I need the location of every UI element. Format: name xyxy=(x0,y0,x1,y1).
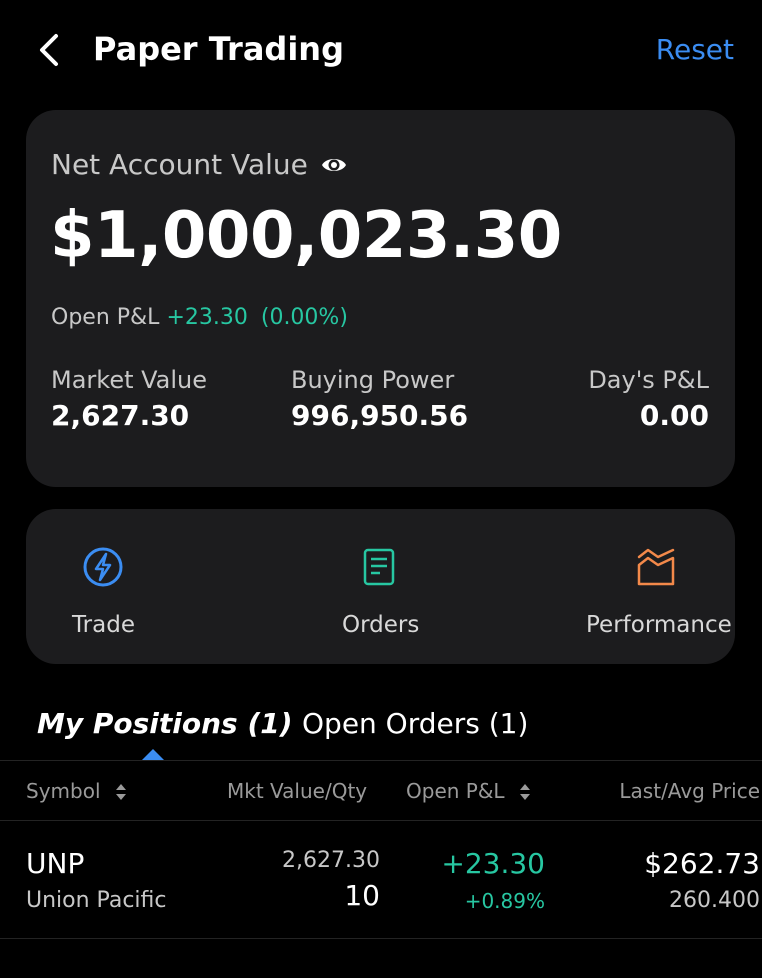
column-header-symbol[interactable]: Symbol xyxy=(26,776,127,806)
column-header-open-pl[interactable]: Open P&L xyxy=(406,776,531,806)
market-value: 2,627.30 xyxy=(51,399,190,432)
tab-open-orders[interactable]: Open Orders (1) xyxy=(302,707,529,740)
row-quantity: 10 xyxy=(344,879,380,912)
chevron-left-icon[interactable] xyxy=(34,30,64,70)
buying-power-label: Buying Power xyxy=(291,366,455,394)
chart-area-icon xyxy=(637,548,675,586)
header-divider xyxy=(0,820,762,821)
symbol-header-label: Symbol xyxy=(26,779,101,803)
account-summary-card: Net Account Value $1,000,023.30 Open P&L… xyxy=(26,110,735,487)
market-value-label: Market Value xyxy=(51,366,208,394)
trade-label: Trade xyxy=(72,612,135,638)
tabs-divider xyxy=(0,760,762,761)
performance-button[interactable]: Performance xyxy=(566,509,735,664)
open-pl-percent: (0.00%) xyxy=(260,305,348,330)
trade-button[interactable]: Trade xyxy=(26,509,181,664)
days-pl-stat: Day's P&L 0.00 xyxy=(588,364,709,436)
row-divider xyxy=(0,938,762,939)
sort-icon xyxy=(115,784,126,800)
active-tab-indicator-icon xyxy=(141,749,165,761)
row-avg-price: 260.400 xyxy=(669,888,760,913)
orders-label: Orders xyxy=(342,612,420,638)
row-last-price: $262.73 xyxy=(644,847,760,880)
column-header-mkt-value-qty[interactable]: Mkt Value/Qty xyxy=(227,779,368,803)
row-company-name: Union Pacific xyxy=(26,888,167,913)
column-header-last-avg-price[interactable]: Last/Avg Price xyxy=(619,779,760,803)
eye-icon[interactable] xyxy=(320,152,348,178)
open-pl-value: +23.30 xyxy=(166,305,248,330)
net-account-value: $1,000,023.30 xyxy=(50,199,562,273)
row-open-pl-percent: +0.89% xyxy=(464,889,545,913)
days-pl: 0.00 xyxy=(639,399,709,432)
document-icon xyxy=(363,548,395,586)
open-pl-row: Open P&L +23.30 (0.00%) xyxy=(51,303,348,333)
row-open-pl: +23.30 xyxy=(441,847,545,880)
quick-actions-card: Trade Orders Performance xyxy=(26,509,735,664)
open-pl-label: Open P&L xyxy=(51,305,160,330)
performance-label: Performance xyxy=(586,612,732,638)
reset-button[interactable]: Reset xyxy=(655,33,734,66)
open-pl-header-label: Open P&L xyxy=(406,779,505,803)
orders-button[interactable]: Orders xyxy=(303,509,458,664)
tab-my-positions[interactable]: My Positions (1) xyxy=(37,707,293,740)
buying-power-stat: Buying Power 996,950.56 xyxy=(291,364,468,436)
net-account-value-label: Net Account Value xyxy=(51,148,308,181)
days-pl-label: Day's P&L xyxy=(588,366,709,394)
sort-icon xyxy=(519,784,530,800)
page-title: Paper Trading xyxy=(93,30,344,68)
lightning-icon xyxy=(83,547,123,587)
row-symbol: UNP xyxy=(26,847,85,880)
buying-power: 996,950.56 xyxy=(291,399,469,432)
market-value-stat: Market Value 2,627.30 xyxy=(51,364,207,436)
row-market-value: 2,627.30 xyxy=(282,848,380,873)
header: Paper Trading Reset xyxy=(0,0,762,100)
